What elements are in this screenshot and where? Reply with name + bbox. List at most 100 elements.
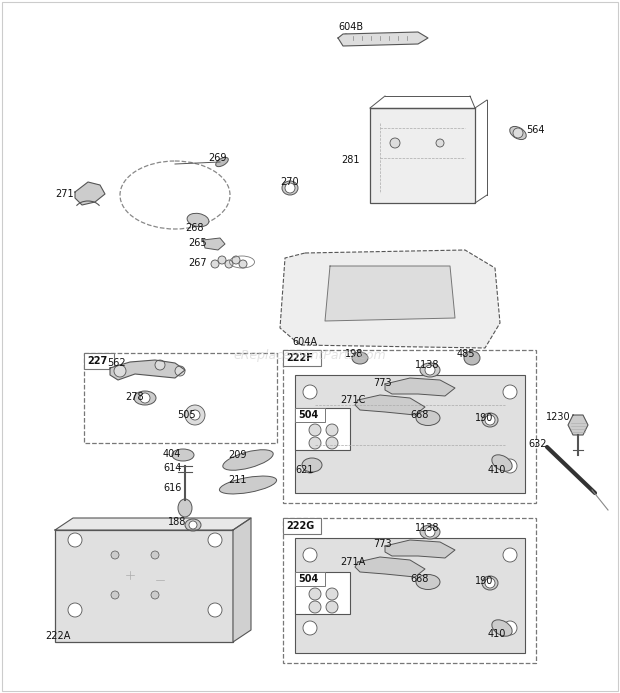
Ellipse shape: [151, 591, 159, 599]
Ellipse shape: [190, 410, 200, 420]
Ellipse shape: [503, 385, 517, 399]
Text: 604B: 604B: [338, 22, 363, 32]
Text: 268: 268: [185, 223, 203, 233]
Text: 209: 209: [228, 450, 247, 460]
Text: 616: 616: [163, 483, 182, 493]
Ellipse shape: [425, 365, 435, 375]
Bar: [283, 518, 536, 663]
Ellipse shape: [223, 450, 273, 471]
Ellipse shape: [485, 415, 495, 425]
Text: 198: 198: [345, 349, 363, 359]
FancyBboxPatch shape: [295, 408, 350, 450]
Ellipse shape: [189, 521, 197, 529]
Text: 668: 668: [410, 410, 428, 420]
Ellipse shape: [309, 424, 321, 436]
Ellipse shape: [208, 603, 222, 617]
Ellipse shape: [309, 437, 321, 449]
Text: 271: 271: [55, 189, 74, 199]
Text: 1138: 1138: [415, 360, 440, 370]
Ellipse shape: [208, 533, 222, 547]
Text: 271C: 271C: [340, 395, 365, 405]
Bar: [84, 353, 114, 369]
Ellipse shape: [510, 126, 526, 139]
Text: 632: 632: [528, 439, 546, 449]
Bar: [84, 353, 277, 443]
Ellipse shape: [68, 603, 82, 617]
FancyBboxPatch shape: [370, 108, 475, 203]
Ellipse shape: [185, 405, 205, 425]
Polygon shape: [568, 415, 588, 435]
Text: 222A: 222A: [45, 631, 71, 641]
Ellipse shape: [225, 260, 233, 268]
Ellipse shape: [151, 551, 159, 559]
Ellipse shape: [302, 458, 322, 472]
Ellipse shape: [140, 393, 150, 403]
Ellipse shape: [492, 455, 512, 471]
Ellipse shape: [282, 181, 298, 195]
Ellipse shape: [303, 459, 317, 473]
Text: 773: 773: [373, 378, 392, 388]
Ellipse shape: [185, 519, 201, 531]
Polygon shape: [385, 540, 455, 558]
FancyBboxPatch shape: [295, 572, 350, 614]
Text: 222G: 222G: [286, 521, 314, 531]
Ellipse shape: [303, 621, 317, 635]
Ellipse shape: [425, 527, 435, 537]
Ellipse shape: [326, 601, 338, 613]
Text: 504: 504: [298, 574, 318, 584]
Polygon shape: [75, 182, 105, 205]
Text: 773: 773: [373, 539, 392, 549]
Ellipse shape: [303, 548, 317, 562]
Polygon shape: [385, 378, 455, 396]
Polygon shape: [355, 395, 425, 415]
Text: 504: 504: [298, 410, 318, 420]
Ellipse shape: [482, 576, 498, 590]
Text: 485: 485: [457, 349, 476, 359]
Ellipse shape: [492, 620, 512, 636]
Ellipse shape: [175, 366, 185, 376]
Ellipse shape: [216, 157, 228, 166]
FancyBboxPatch shape: [295, 375, 525, 493]
Text: 621: 621: [295, 465, 314, 475]
Ellipse shape: [309, 588, 321, 600]
Text: 281: 281: [342, 155, 360, 165]
Bar: [283, 350, 536, 503]
Ellipse shape: [420, 525, 440, 539]
Ellipse shape: [352, 352, 368, 364]
Text: 668: 668: [410, 574, 428, 584]
Ellipse shape: [482, 413, 498, 427]
Text: 505: 505: [177, 410, 196, 420]
Text: 404: 404: [163, 449, 182, 459]
Text: 1230: 1230: [546, 412, 570, 422]
Text: 410: 410: [488, 465, 507, 475]
Text: 267: 267: [188, 258, 206, 268]
Ellipse shape: [134, 391, 156, 405]
Text: 1138: 1138: [415, 523, 440, 533]
Ellipse shape: [172, 449, 194, 461]
Text: 269: 269: [208, 153, 226, 163]
Ellipse shape: [436, 139, 444, 147]
Polygon shape: [280, 250, 500, 348]
Ellipse shape: [239, 260, 247, 268]
Ellipse shape: [111, 591, 119, 599]
Text: 410: 410: [488, 629, 507, 639]
Ellipse shape: [342, 34, 350, 42]
Ellipse shape: [232, 256, 240, 264]
Text: 211: 211: [228, 475, 247, 485]
Ellipse shape: [114, 365, 126, 377]
Text: 227: 227: [87, 356, 107, 366]
Ellipse shape: [503, 621, 517, 635]
Ellipse shape: [326, 424, 338, 436]
Polygon shape: [55, 518, 251, 530]
Polygon shape: [203, 238, 225, 250]
Ellipse shape: [218, 256, 226, 264]
Bar: [295, 408, 325, 422]
Text: eReplacementParts.com: eReplacementParts.com: [234, 349, 386, 362]
Ellipse shape: [155, 360, 165, 370]
Text: 270: 270: [280, 177, 299, 187]
Text: 190: 190: [475, 576, 494, 586]
FancyBboxPatch shape: [55, 530, 233, 642]
Ellipse shape: [211, 260, 219, 268]
Bar: [283, 518, 321, 534]
Ellipse shape: [285, 183, 295, 193]
